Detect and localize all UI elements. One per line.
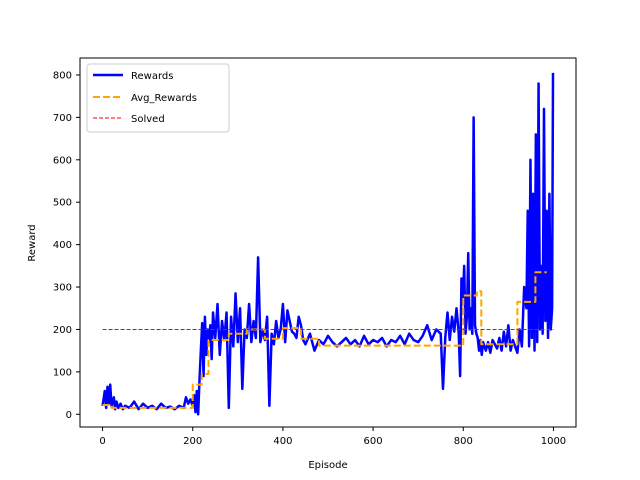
plot-lines	[101, 72, 555, 416]
legend-label-solved: Solved	[131, 114, 165, 125]
legend: Rewards Avg_Rewards Solved	[86, 63, 230, 133]
y-tick-label: 500	[53, 198, 72, 209]
y-tick-label: 400	[53, 240, 72, 251]
legend-box	[86, 63, 230, 133]
series-rewards-line	[101, 72, 555, 416]
x-tick-label: 400	[273, 436, 292, 447]
legend-label-rewards: Rewards	[131, 71, 173, 82]
x-tick-label: 800	[454, 436, 473, 447]
y-tick-label: 200	[53, 325, 72, 336]
y-tick-label: 700	[53, 113, 72, 124]
series-avg-rewards-line	[102, 271, 547, 409]
x-tick-label: 200	[183, 436, 202, 447]
y-tick-label: 800	[53, 70, 72, 81]
x-axis-ticks: 0 200 400 600 800 1000	[99, 427, 566, 447]
legend-label-avg-rewards: Avg_Rewards	[131, 93, 197, 104]
x-axis-label: Episode	[308, 460, 347, 471]
y-tick-label: 0	[66, 410, 72, 421]
x-tick-label: 600	[364, 436, 383, 447]
y-tick-label: 100	[53, 367, 72, 378]
y-axis-ticks: 0 100 200 300 400 500 600 700 800	[53, 70, 80, 421]
y-axis-label: Reward	[27, 224, 38, 261]
x-tick-label: 1000	[541, 436, 566, 447]
y-tick-label: 300	[53, 283, 72, 294]
y-tick-label: 600	[53, 155, 72, 166]
plot-frame	[79, 57, 577, 428]
x-tick-label: 0	[99, 436, 105, 447]
